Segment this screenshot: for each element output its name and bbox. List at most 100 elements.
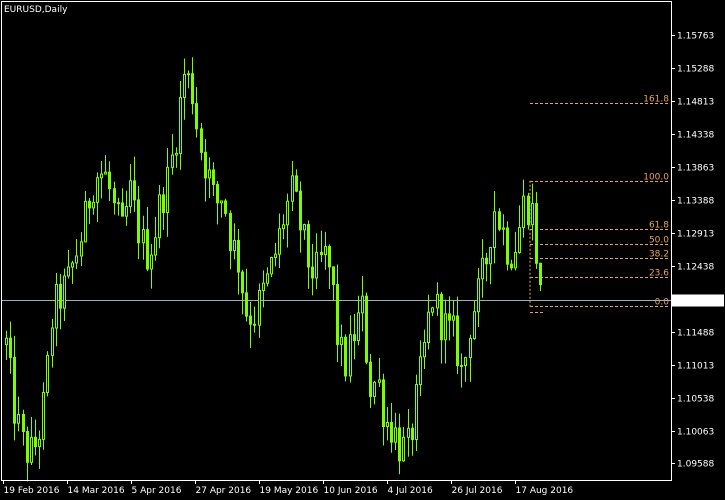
y-tick-label: 1.10538 (677, 395, 714, 405)
candle-body (55, 283, 58, 329)
x-tick-label: 5 Apr 2016 (132, 486, 182, 496)
x-tick-label: 4 Jul 2016 (388, 486, 433, 496)
candle-body (489, 246, 492, 265)
candle-body (419, 356, 422, 386)
candle-body (390, 422, 393, 443)
candle-body (150, 254, 153, 270)
candle-body (407, 427, 410, 438)
current-price-label: 1.11944 (676, 297, 713, 307)
candle-body (175, 152, 178, 156)
candle-body (386, 422, 389, 428)
candle-body (200, 128, 203, 153)
y-tick-label: 1.14338 (677, 131, 714, 141)
candle-body (237, 239, 240, 273)
candle-body (75, 255, 78, 264)
candle-body (378, 379, 381, 383)
candle-body (220, 200, 223, 204)
candle-body (493, 211, 496, 248)
candle-body (224, 200, 227, 214)
candle-body (315, 251, 318, 279)
candle-body (514, 251, 517, 269)
candle-body (162, 194, 165, 214)
y-tick-label: 1.15288 (677, 65, 714, 75)
candle-body (320, 251, 323, 256)
candle-body (295, 175, 298, 192)
y-tick-label: 1.13863 (677, 164, 714, 174)
candle-body (158, 194, 161, 239)
candle-body (448, 313, 451, 321)
candle-body (233, 239, 236, 252)
candle-body (104, 171, 107, 175)
candle-body (286, 200, 289, 226)
candle-body (266, 273, 269, 284)
candle-body (485, 257, 488, 265)
candle-body (340, 336, 343, 345)
candle-body (46, 354, 49, 393)
candle-body (63, 275, 66, 309)
candle-body (344, 336, 347, 377)
candle-body (365, 295, 368, 363)
x-tick-label: 27 Apr 2016 (196, 486, 252, 496)
current-price-tag-bg (672, 294, 724, 307)
candle-body (307, 224, 310, 268)
candle-body (88, 200, 91, 209)
y-tick-label: 1.11488 (677, 329, 714, 339)
candle-body (539, 262, 542, 286)
candle-body (440, 293, 443, 341)
candle-body (522, 195, 525, 229)
candle-body (191, 73, 194, 105)
x-tick-label: 19 Feb 2016 (4, 486, 60, 496)
y-tick-label: 1.15763 (677, 32, 714, 42)
candle-body (415, 384, 418, 440)
candle-body (113, 188, 116, 204)
candle-body (431, 307, 434, 313)
candle-body (303, 224, 306, 231)
candle-body (121, 202, 124, 217)
y-tick-label: 1.09588 (677, 460, 714, 470)
candle-body (100, 173, 103, 179)
candle-body (394, 427, 397, 443)
candle-body (369, 361, 372, 397)
candle-body (38, 438, 41, 448)
candle-body (469, 338, 472, 359)
candle-body (26, 431, 29, 463)
candle-body (502, 227, 505, 230)
candle-body (133, 180, 136, 201)
y-tick-label: 1.13388 (677, 197, 714, 207)
candle-body (332, 266, 335, 286)
candle-body (262, 282, 265, 291)
candle-body (423, 342, 426, 358)
candle-body (258, 289, 261, 326)
candle-body (166, 166, 169, 214)
x-tick-label: 17 Aug 2016 (516, 486, 574, 496)
candle-body (80, 241, 83, 257)
candle-body (282, 224, 285, 230)
fib-level-label: 50.0 (649, 236, 669, 246)
candle-body (216, 183, 219, 204)
x-tick-label: 26 Jul 2016 (452, 486, 503, 496)
candle-body (42, 391, 45, 440)
candle-body (129, 180, 132, 207)
y-axis: 1.15763 1.15288 1.14813 1.14338 1.13863 1.133… (671, 32, 714, 470)
chart-frame (1, 1, 672, 481)
candle-body (349, 334, 352, 377)
candle-body (17, 413, 20, 424)
candle-body (518, 227, 521, 253)
candle-body (187, 73, 190, 76)
candle-body (456, 315, 459, 367)
candle-body (452, 315, 455, 321)
chart-title: EURUSD,Daily (4, 5, 68, 15)
candle-body (402, 436, 405, 462)
candle-body (398, 427, 401, 462)
x-tick-label: 10 Jun 2016 (324, 486, 378, 496)
candle-body (299, 190, 302, 231)
candle-body (96, 177, 99, 203)
candle-body (146, 229, 149, 270)
candle-body (510, 263, 513, 269)
candle-body (204, 151, 207, 179)
candle-body (382, 379, 385, 428)
candle-body (253, 323, 256, 326)
fib-level-label: 0.0 (655, 298, 670, 308)
y-tick-label: 1.12438 (677, 263, 714, 273)
